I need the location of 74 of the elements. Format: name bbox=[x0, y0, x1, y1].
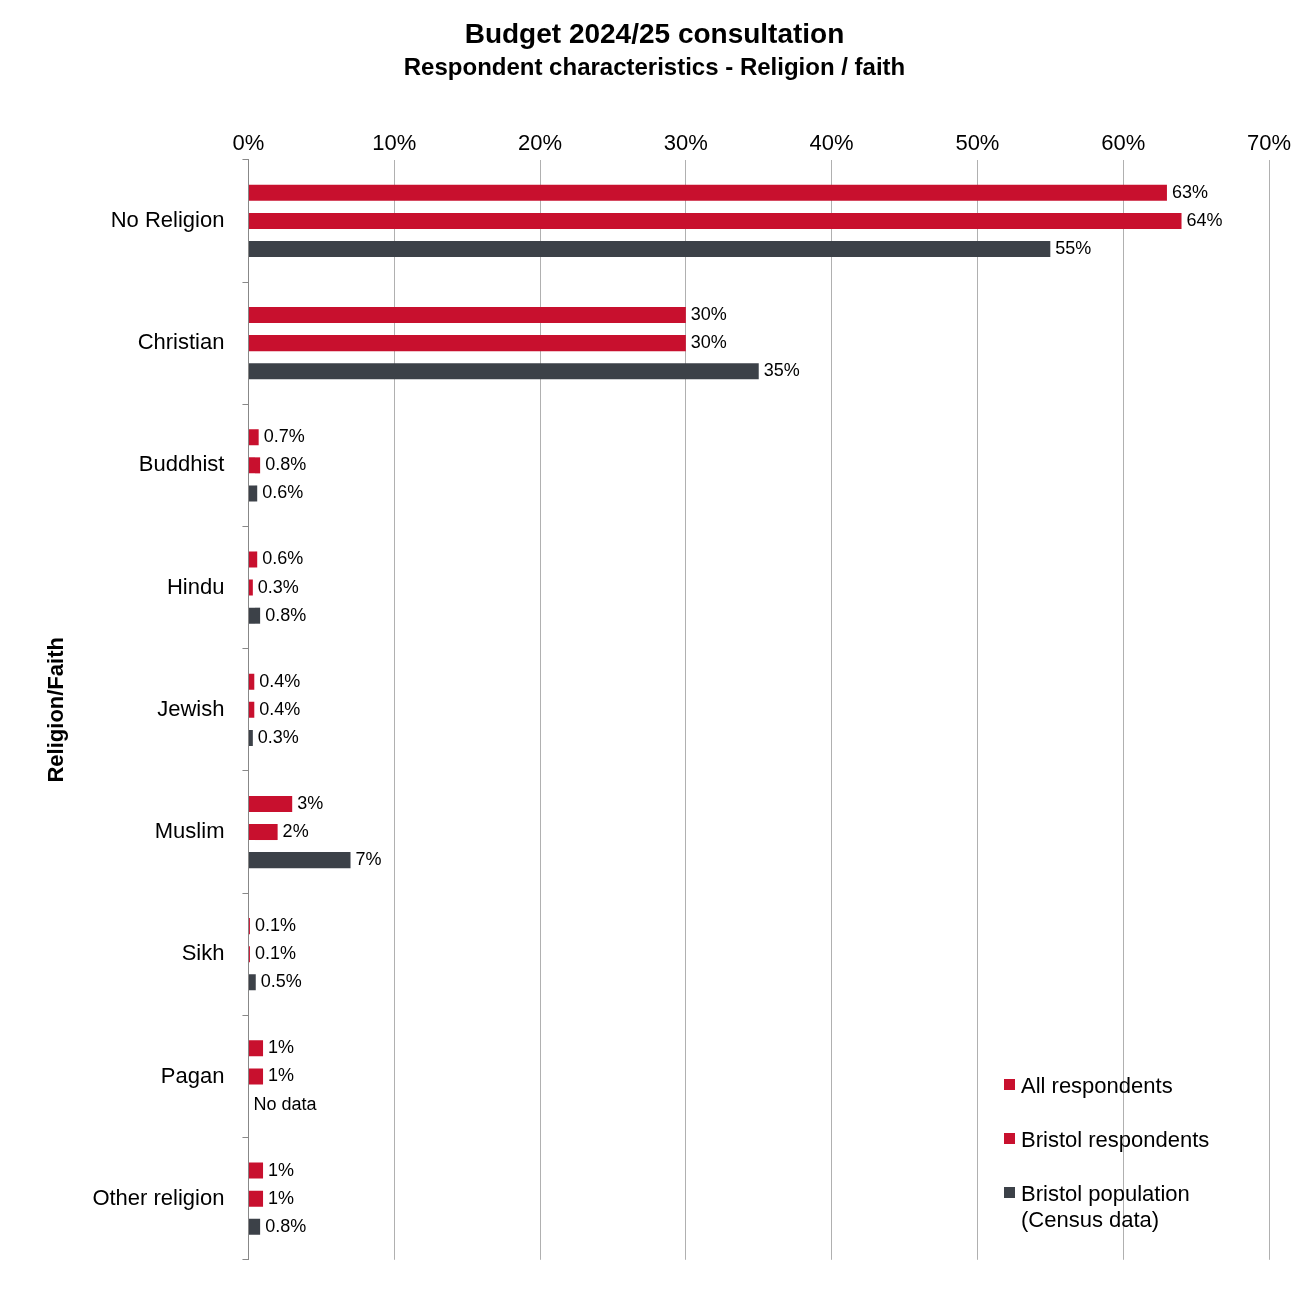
data-label: 1% bbox=[268, 1065, 295, 1086]
bar bbox=[248, 701, 255, 718]
data-label: 0.3% bbox=[257, 726, 299, 747]
y-tick-label: Muslim bbox=[154, 818, 225, 844]
data-label: 0.1% bbox=[254, 915, 296, 936]
data-label: 0.4% bbox=[259, 670, 301, 691]
legend-label: Bristol population (Census data) bbox=[1021, 1181, 1191, 1233]
bar bbox=[248, 795, 293, 812]
data-label: 64% bbox=[1186, 209, 1223, 230]
bar bbox=[248, 335, 686, 352]
data-label: 1% bbox=[268, 1159, 295, 1180]
x-tick-label: 70% bbox=[1246, 129, 1292, 155]
bar bbox=[248, 852, 351, 869]
data-label: 7% bbox=[355, 849, 382, 870]
data-label: 0.8% bbox=[265, 604, 307, 625]
data-label: 0.6% bbox=[262, 482, 304, 503]
x-tick-label: 40% bbox=[809, 129, 854, 155]
data-label: 30% bbox=[690, 303, 727, 324]
x-tick-label: 0% bbox=[232, 129, 265, 155]
bar bbox=[248, 579, 253, 596]
bar bbox=[248, 457, 261, 474]
data-label: 63% bbox=[1171, 181, 1208, 202]
legend-label: Bristol respondents bbox=[1021, 1127, 1210, 1153]
bar bbox=[248, 307, 686, 324]
x-tick-label: 10% bbox=[372, 129, 417, 155]
bar bbox=[248, 485, 258, 502]
data-label: 1% bbox=[268, 1037, 295, 1058]
bar bbox=[248, 363, 759, 380]
chart-title: Budget 2024/25 consultation bbox=[464, 17, 845, 49]
x-tick-label: 30% bbox=[663, 129, 708, 155]
bar bbox=[248, 974, 256, 991]
y-tick-label: Other religion bbox=[92, 1184, 225, 1210]
y-tick-label: Pagan bbox=[160, 1062, 225, 1088]
bar bbox=[248, 1190, 264, 1207]
bar bbox=[248, 184, 1167, 201]
y-tick-label: Buddhist bbox=[138, 451, 225, 477]
data-label: 0.8% bbox=[265, 454, 307, 475]
data-label: 0.3% bbox=[257, 576, 299, 597]
chart-subtitle: Respondent characteristics - Religion / faith bbox=[403, 52, 906, 80]
data-label: 0.5% bbox=[260, 971, 302, 992]
data-label: 0.1% bbox=[254, 943, 296, 964]
data-label: 2% bbox=[282, 820, 309, 841]
y-tick-label: No Religion bbox=[110, 206, 225, 232]
legend-label: All respondents bbox=[1021, 1073, 1173, 1099]
bar bbox=[248, 429, 259, 446]
y-tick-label: Christian bbox=[137, 329, 225, 355]
data-label: 0.4% bbox=[259, 698, 301, 719]
bar bbox=[248, 607, 261, 624]
y-tick-label: Hindu bbox=[166, 573, 225, 599]
data-label: 55% bbox=[1055, 237, 1092, 258]
bar bbox=[248, 1040, 264, 1057]
bar bbox=[248, 241, 1051, 258]
data-label: 0.6% bbox=[262, 548, 304, 569]
data-label: 3% bbox=[297, 792, 324, 813]
bar bbox=[248, 1218, 261, 1235]
data-label: 35% bbox=[763, 360, 800, 381]
y-tick-label: Sikh bbox=[181, 940, 225, 966]
data-label: 30% bbox=[690, 332, 727, 353]
bar bbox=[248, 729, 253, 746]
bar bbox=[248, 551, 258, 568]
x-tick-label: 20% bbox=[518, 129, 563, 155]
bar bbox=[248, 212, 1182, 229]
bar bbox=[248, 824, 278, 841]
y-axis-title: Religion/Faith bbox=[43, 637, 69, 783]
bar bbox=[248, 673, 255, 690]
x-tick-label: 50% bbox=[955, 129, 1000, 155]
bar bbox=[248, 1068, 264, 1085]
data-label: 0.7% bbox=[263, 426, 305, 447]
bar bbox=[248, 1162, 264, 1179]
y-tick-label: Jewish bbox=[157, 695, 225, 721]
data-label: 1% bbox=[268, 1187, 295, 1208]
data-label: 0.8% bbox=[265, 1215, 307, 1236]
x-tick-label: 60% bbox=[1101, 129, 1146, 155]
text: No data bbox=[253, 1093, 317, 1114]
